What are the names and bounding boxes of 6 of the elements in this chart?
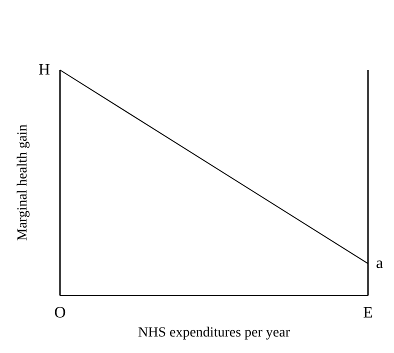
annotation: H [38, 62, 50, 78]
x-tick-label: E [363, 304, 373, 322]
x-tick-label: O [54, 304, 66, 322]
annotation: a [376, 255, 384, 272]
y-axis-title: Marginal health gain [16, 124, 30, 241]
x-axis-title: NHS expenditures per year [138, 326, 290, 340]
